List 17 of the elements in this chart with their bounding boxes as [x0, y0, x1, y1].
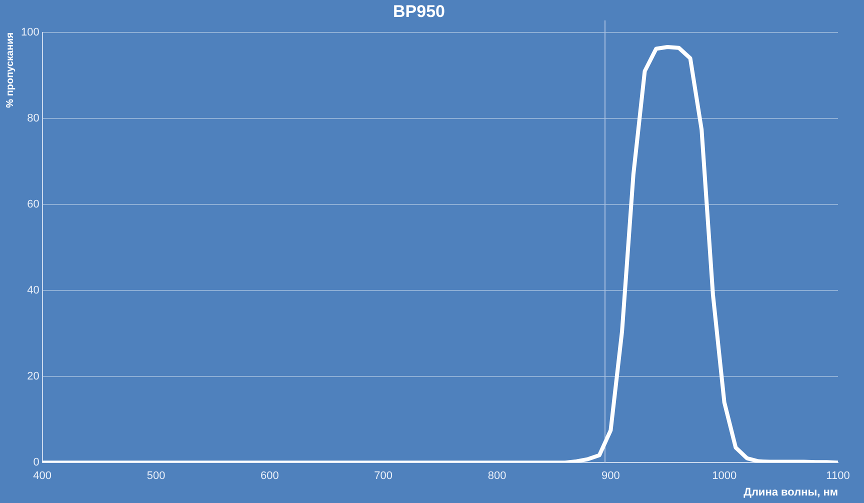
- y-tick-label: 100: [20, 26, 40, 38]
- x-tick-label: 600: [260, 470, 279, 482]
- x-tick-label: 1100: [826, 470, 850, 482]
- y-tick-label: 80: [27, 112, 40, 124]
- x-tick-label: 1000: [712, 470, 737, 482]
- y-tick-label: 20: [27, 370, 40, 383]
- x-tick-label: 800: [488, 470, 506, 482]
- x-tick-label: 900: [601, 470, 620, 482]
- x-axis-title: Длина волны, нм: [744, 486, 838, 498]
- y-tick-label: 60: [27, 198, 40, 211]
- y-tick-label: 0: [33, 456, 40, 469]
- chart-title: BP950: [393, 2, 445, 21]
- y-tick-label: 40: [27, 284, 40, 297]
- x-tick-label: 700: [374, 470, 393, 482]
- x-tick-label: 400: [33, 470, 52, 482]
- y-axis-title: % пропускания: [4, 32, 16, 108]
- x-tick-label: 500: [146, 470, 166, 482]
